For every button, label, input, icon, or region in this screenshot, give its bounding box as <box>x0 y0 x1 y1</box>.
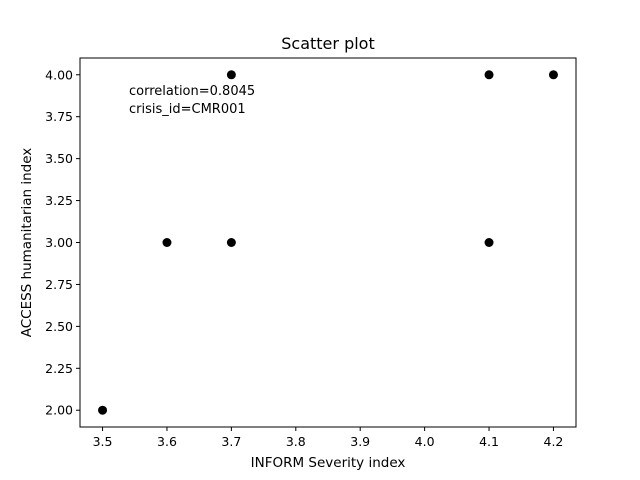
y-axis-label: ACCESS humanitarian index <box>19 148 35 338</box>
plot-points <box>98 70 558 415</box>
chart-title: Scatter plot <box>281 34 374 53</box>
data-point-2 <box>226 238 236 247</box>
x-tick-label: 4.1 <box>479 434 499 449</box>
crisis-id-annotation: crisis_id=CMR001 <box>129 102 246 117</box>
y-tick-label: 4.00 <box>45 67 73 82</box>
x-tick-label: 3.8 <box>286 434 306 449</box>
y-tick-label: 3.75 <box>45 109 73 124</box>
data-point-5 <box>484 70 494 80</box>
y-axis: 2.00 2.25 2.50 2.75 3.00 3.25 3.50 3.75 4.00 <box>45 67 80 418</box>
x-tick-label: 3.7 <box>221 434 241 449</box>
data-point-0 <box>98 405 108 415</box>
x-tick-label: 3.6 <box>157 434 177 449</box>
data-point-6 <box>548 70 558 80</box>
y-tick-label: 3.50 <box>45 151 73 166</box>
y-tick-label: 3.00 <box>45 235 73 250</box>
x-tick-label: 4.0 <box>415 434 435 449</box>
y-tick-label: 2.25 <box>45 361 73 376</box>
data-point-3 <box>226 70 236 80</box>
x-axis: 3.5 3.6 3.7 3.8 3.9 4.0 4.1 4.2 <box>93 427 564 449</box>
y-tick-label: 2.00 <box>45 403 73 418</box>
data-point-4 <box>484 238 494 247</box>
x-tick-label: 3.5 <box>93 434 113 449</box>
y-tick-label: 2.75 <box>45 277 73 292</box>
x-tick-label: 4.2 <box>544 434 564 449</box>
y-tick-label: 2.50 <box>45 319 73 334</box>
x-axis-label: INFORM Severity index <box>251 455 406 471</box>
correlation-annotation: correlation=0.8045 <box>129 84 255 99</box>
x-tick-label: 3.9 <box>350 434 370 449</box>
y-tick-label: 3.25 <box>45 193 73 208</box>
data-point-1 <box>162 238 172 247</box>
